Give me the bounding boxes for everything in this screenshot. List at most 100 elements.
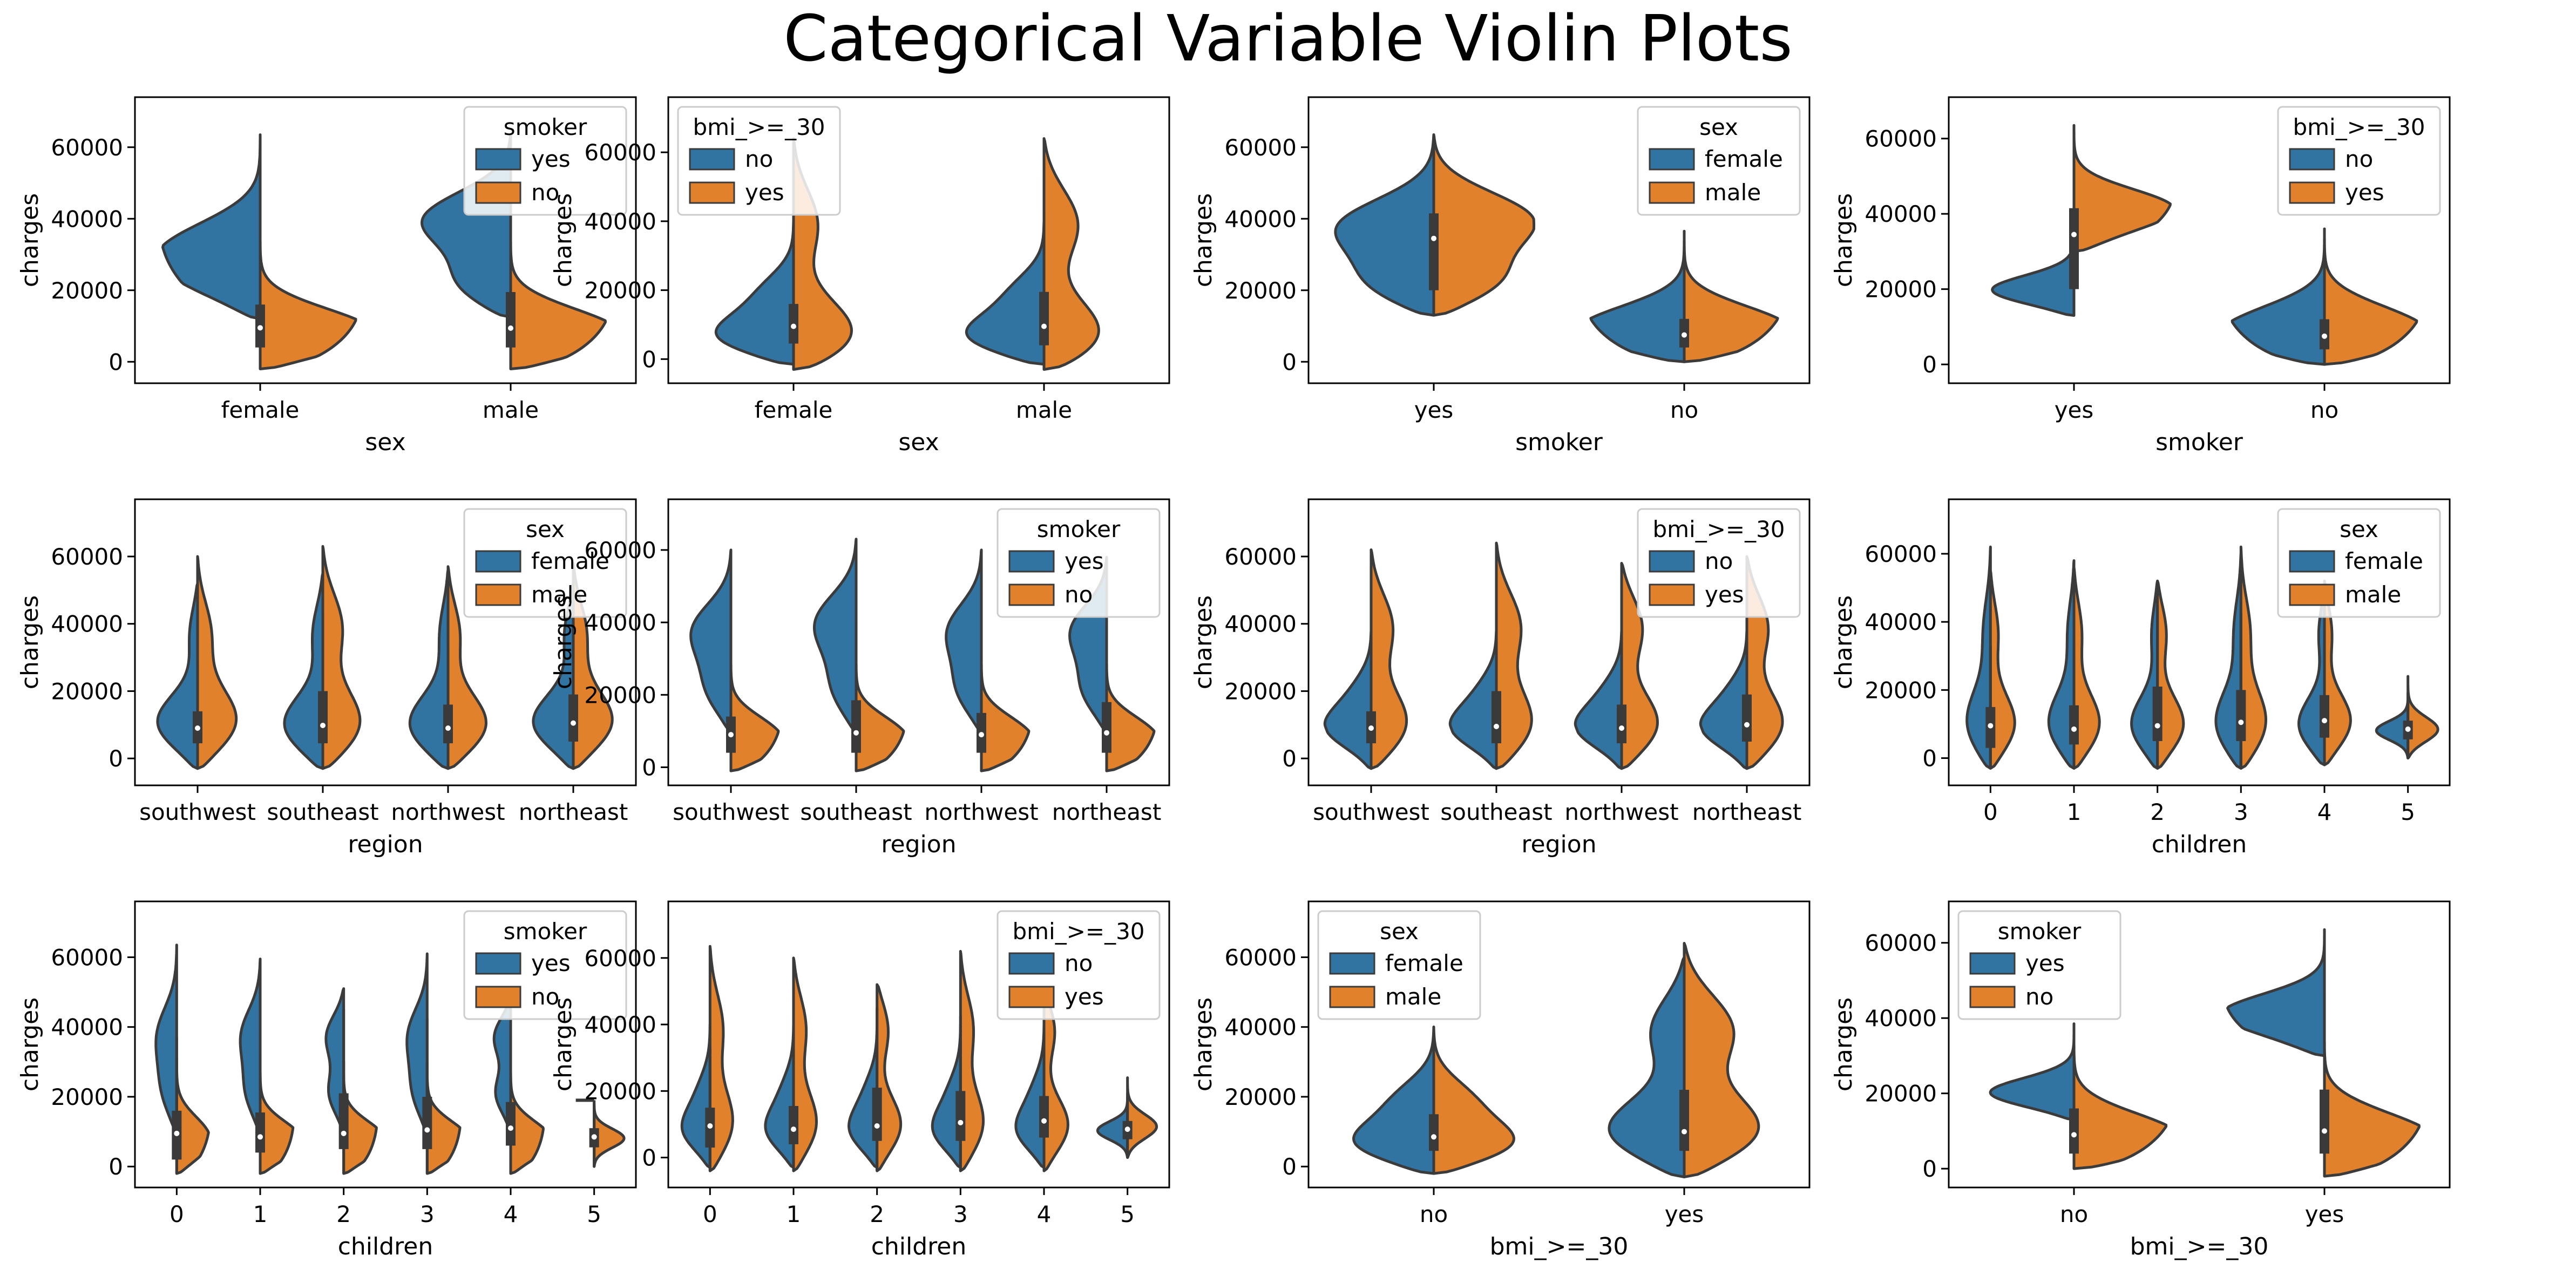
legend-title: sex xyxy=(1380,918,1419,945)
median-marker xyxy=(1431,1134,1436,1140)
median-marker xyxy=(874,1123,880,1129)
y-tick-label: 40000 xyxy=(1224,206,1297,232)
median-marker xyxy=(707,1123,713,1129)
median-marker xyxy=(853,730,859,736)
y-tick-label: 20000 xyxy=(584,277,656,304)
median-marker xyxy=(958,1119,964,1125)
y-tick-label: 60000 xyxy=(51,134,123,161)
y-tick-label: 60000 xyxy=(1224,944,1297,970)
subplot-2: 0 20000 40000 60000 female male sex charges bmi_… xyxy=(550,96,1170,456)
x-axis-label: region xyxy=(1521,831,1596,858)
violin-no xyxy=(1323,629,1373,770)
x-tick-label: 2 xyxy=(2150,799,2165,825)
x-tick-label: 0 xyxy=(170,1201,184,1227)
median-marker xyxy=(728,732,734,738)
iqr-box xyxy=(506,292,516,348)
x-tick-label: northeast xyxy=(1692,799,1802,825)
iqr-box xyxy=(2069,1108,2079,1154)
legend-label: yes xyxy=(1065,548,1104,574)
iqr-box xyxy=(2236,690,2246,741)
violin-female xyxy=(1608,955,1686,1179)
legend-title: sex xyxy=(526,516,565,542)
violin-female xyxy=(408,568,450,770)
iqr-box xyxy=(1679,1090,1689,1151)
median-marker xyxy=(508,1125,513,1131)
iqr-box xyxy=(955,1091,966,1141)
y-tick-label: 20000 xyxy=(1224,1084,1297,1110)
y-tick-label: 40000 xyxy=(51,1014,123,1041)
median-marker xyxy=(1124,1126,1130,1132)
x-tick-label: 4 xyxy=(1037,1201,1052,1227)
violin-no xyxy=(965,220,1046,366)
axes-frame xyxy=(1948,498,2451,786)
subplot-grid: 0 20000 40000 60000 female male sex charges smok… xyxy=(16,96,2451,1260)
median-marker xyxy=(2405,726,2411,732)
legend: sex female male xyxy=(463,508,627,618)
x-tick-label: 3 xyxy=(2234,799,2248,825)
subplot-10: 0 20000 40000 60000 0 1 2 3 4 5 children charges bmi… xyxy=(550,900,1170,1260)
legend-title: bmi_>=_30 xyxy=(2293,114,2425,140)
violin-yes xyxy=(876,983,903,1172)
median-marker xyxy=(2322,718,2327,724)
y-tick-label: 20000 xyxy=(584,1078,656,1104)
legend-swatch-yes xyxy=(475,952,521,975)
x-tick-label: 2 xyxy=(336,1201,351,1227)
x-axis-label: children xyxy=(871,1233,967,1260)
axes-frame xyxy=(667,900,1170,1189)
legend-label: female xyxy=(1385,950,1463,976)
y-tick-label: 20000 xyxy=(51,1084,123,1110)
violin-yes xyxy=(2226,928,2326,1057)
legend-swatch-yes xyxy=(475,148,521,171)
median-marker xyxy=(2071,1132,2077,1138)
median-marker xyxy=(1619,725,1624,731)
x-tick-label: southeast xyxy=(267,799,378,825)
x-tick-label: 3 xyxy=(953,1201,968,1227)
legend-label: male xyxy=(1385,983,1441,1010)
y-tick-label: 20000 xyxy=(1865,1081,1937,1107)
median-marker xyxy=(791,323,796,329)
violin-group xyxy=(1989,928,2421,1178)
x-tick-label: 5 xyxy=(587,1201,601,1227)
violin-female xyxy=(2130,579,2159,770)
violin-no xyxy=(714,220,795,366)
violin-yes xyxy=(689,548,733,732)
y-tick-label: 40000 xyxy=(51,611,123,637)
violin-male xyxy=(1432,1026,1515,1175)
legend-swatch-female xyxy=(2289,550,2335,573)
legend-title: smoker xyxy=(1998,918,2082,945)
iqr-box xyxy=(506,1102,516,1146)
legend-swatch-no xyxy=(475,181,521,204)
median-marker xyxy=(2154,723,2160,729)
legend-label: female xyxy=(531,548,609,574)
iqr-box xyxy=(318,691,328,744)
legend-label: no xyxy=(1065,581,1093,608)
median-marker xyxy=(1682,332,1687,338)
legend-label: no xyxy=(531,983,559,1010)
violin-yes xyxy=(1042,137,1100,371)
y-tick-label: 60000 xyxy=(584,139,656,166)
axes-frame xyxy=(1948,96,2451,384)
violin-male xyxy=(2239,545,2267,770)
legend-swatch-female xyxy=(1649,148,1695,171)
violin-group xyxy=(689,538,1156,772)
legend-swatch-female xyxy=(1329,952,1375,975)
median-marker xyxy=(508,325,513,331)
subplot-12: 0 20000 40000 60000 no yes bmi_>=_30 charges smo… xyxy=(1830,900,2451,1260)
iqr-box xyxy=(1617,704,1626,744)
x-tick-label: no xyxy=(2310,397,2338,423)
x-tick-label: 1 xyxy=(787,1201,801,1227)
legend: smoker yes no xyxy=(1957,910,2121,1020)
x-axis-label: sex xyxy=(898,429,939,456)
legend-swatch-male xyxy=(475,583,521,606)
y-tick-label: 60000 xyxy=(51,544,123,570)
iqr-box xyxy=(422,1096,432,1149)
legend-swatch-male xyxy=(1649,181,1695,204)
y-axis-label: charges xyxy=(1830,193,1858,287)
median-marker xyxy=(257,1134,263,1140)
violin-female xyxy=(2047,559,2076,770)
y-axis-label: charges xyxy=(1190,595,1217,689)
legend-label: yes xyxy=(2025,950,2065,976)
violin-male xyxy=(321,545,362,770)
